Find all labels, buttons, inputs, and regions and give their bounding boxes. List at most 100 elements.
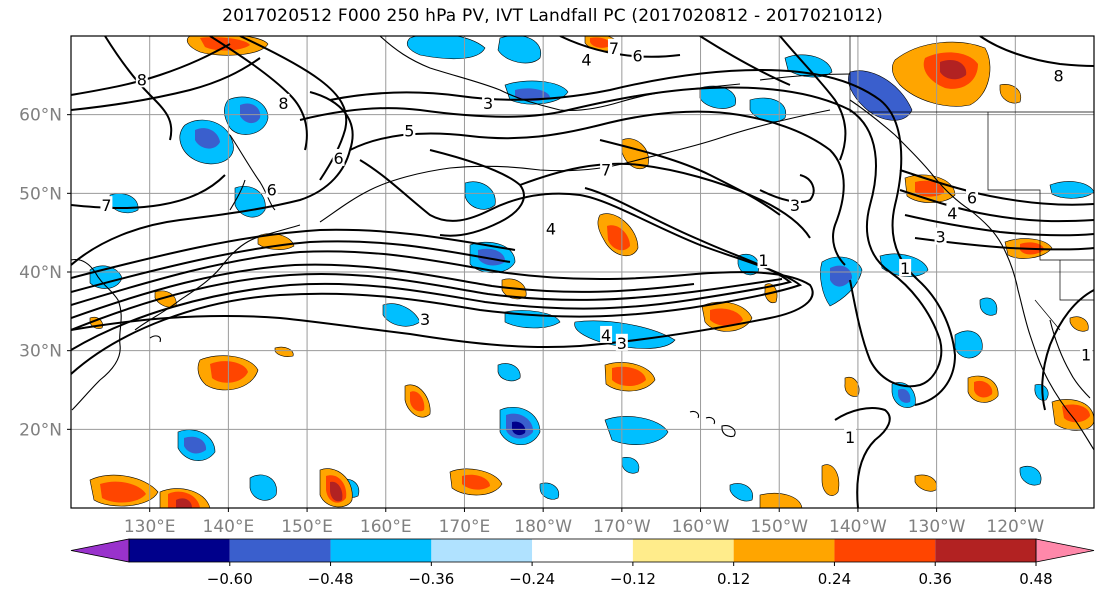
pv-blob [710, 308, 743, 326]
contour-label-background [607, 38, 620, 56]
pv-blob [974, 380, 993, 398]
contour-label: 5 [404, 121, 414, 140]
colorbar-tick-label: 0.24 [818, 570, 851, 588]
pv-blob [210, 361, 248, 383]
contour-line [71, 159, 803, 375]
pv-blob [407, 36, 486, 60]
pv-blob [621, 138, 649, 170]
colorbar-tick-label: 0.48 [1019, 570, 1052, 588]
pv-blob [604, 416, 669, 445]
pv-blob [898, 388, 911, 403]
contour-label-background [844, 428, 857, 446]
colorbar-tick-label: −0.24 [509, 570, 555, 588]
contour-line [299, 86, 943, 388]
aleutian-islands [319, 109, 831, 223]
contour-label-background [482, 93, 495, 111]
contour-line [429, 149, 525, 237]
pv-blob [184, 436, 207, 454]
contour-line [979, 36, 1094, 67]
contour-line [71, 57, 261, 111]
colorbar-bin [632, 539, 734, 562]
contour-label: 8 [278, 94, 288, 113]
contour-line [899, 169, 1094, 206]
contour-label: 1 [1081, 346, 1091, 365]
contour-line [899, 189, 1094, 223]
contour-label-background [615, 333, 628, 351]
country-borders [849, 36, 1094, 331]
lon-tick-label: 140°W [829, 517, 887, 537]
contour-label: 1 [900, 259, 910, 278]
pv-blob [759, 492, 803, 508]
colorbar: −0.60 −0.48 −0.36 −0.24 −0.12 0.12 0.24 0.36 0.4… [70, 538, 1095, 588]
colorbar-frame [128, 538, 1037, 563]
colorbar-bin [733, 539, 835, 562]
pv-blob [607, 225, 630, 251]
pv-blob [914, 474, 938, 492]
contour-line [699, 36, 791, 86]
pv-blob [539, 482, 560, 500]
pv-blob [497, 36, 542, 64]
contour-label: 3 [790, 196, 800, 215]
contour-label-background [545, 219, 558, 237]
pv-blob [590, 37, 611, 48]
contour-label: 6 [267, 180, 277, 199]
contour-line [71, 263, 695, 319]
contour-label-background [757, 251, 770, 269]
colorbar-extend-max [1035, 538, 1095, 563]
colorbar-tick-label: −0.60 [207, 570, 253, 588]
contour-label-background [1080, 345, 1093, 363]
contour-label-background [788, 196, 801, 214]
contour-label: 3 [617, 334, 627, 353]
pv-blob [621, 457, 640, 474]
pv-blob [954, 330, 983, 359]
lat-tick-label: 60°N [19, 106, 62, 126]
contour-line [71, 187, 793, 351]
pv-blob [200, 37, 250, 51]
colorbar-bin [431, 539, 533, 562]
hawaii-islands [689, 410, 736, 438]
colorbar-bin [935, 539, 1036, 562]
pv-blob [848, 70, 913, 121]
contour-label-background [946, 204, 959, 221]
pv-blob [515, 88, 550, 102]
contour-label: 7 [601, 161, 611, 180]
contour-label-background [277, 93, 290, 111]
colorbar-tick-label: 0.12 [717, 570, 750, 588]
pv-blob [464, 181, 496, 210]
contour-label: 3 [420, 310, 430, 329]
contour-line [599, 139, 781, 216]
colorbar-tick-label: −0.48 [308, 570, 354, 588]
colorbar-tick-label: 0.36 [919, 570, 952, 588]
contour-line [779, 36, 847, 161]
pv-blob [1019, 465, 1042, 486]
pv-blob [100, 481, 146, 503]
contour-label: 4 [947, 204, 957, 223]
kamchatka-coastline [229, 134, 276, 211]
contour-label: 6 [967, 188, 977, 207]
lat-lon-grid [71, 36, 1094, 508]
japan-islands [149, 179, 246, 343]
colorbar-bin [330, 539, 432, 562]
pv-blob [330, 481, 343, 502]
lat-tick-label: 30°N [19, 342, 62, 362]
pv-blob [478, 248, 506, 266]
lon-tick-label: 170°E [439, 517, 491, 537]
contour-line [71, 228, 516, 279]
pv-blob [821, 464, 840, 496]
pv-blob [940, 59, 967, 80]
contour-label: 8 [1053, 66, 1063, 85]
colorbar-bin [532, 539, 633, 562]
lon-tick-label: 120°W [986, 517, 1044, 537]
colorbar-bin [834, 539, 936, 562]
colorbar-tick-label: −0.36 [408, 570, 454, 588]
colorbar-extend-min [70, 538, 130, 563]
contour-label-background [600, 325, 613, 343]
pv-blob [729, 483, 753, 502]
pv-blob [1062, 404, 1090, 423]
pv-blob [240, 103, 261, 124]
lat-tick-label: 50°N [19, 184, 62, 204]
pv-blob [612, 366, 646, 386]
contour-label: 6 [632, 47, 642, 66]
colorbar-bin [129, 539, 230, 562]
